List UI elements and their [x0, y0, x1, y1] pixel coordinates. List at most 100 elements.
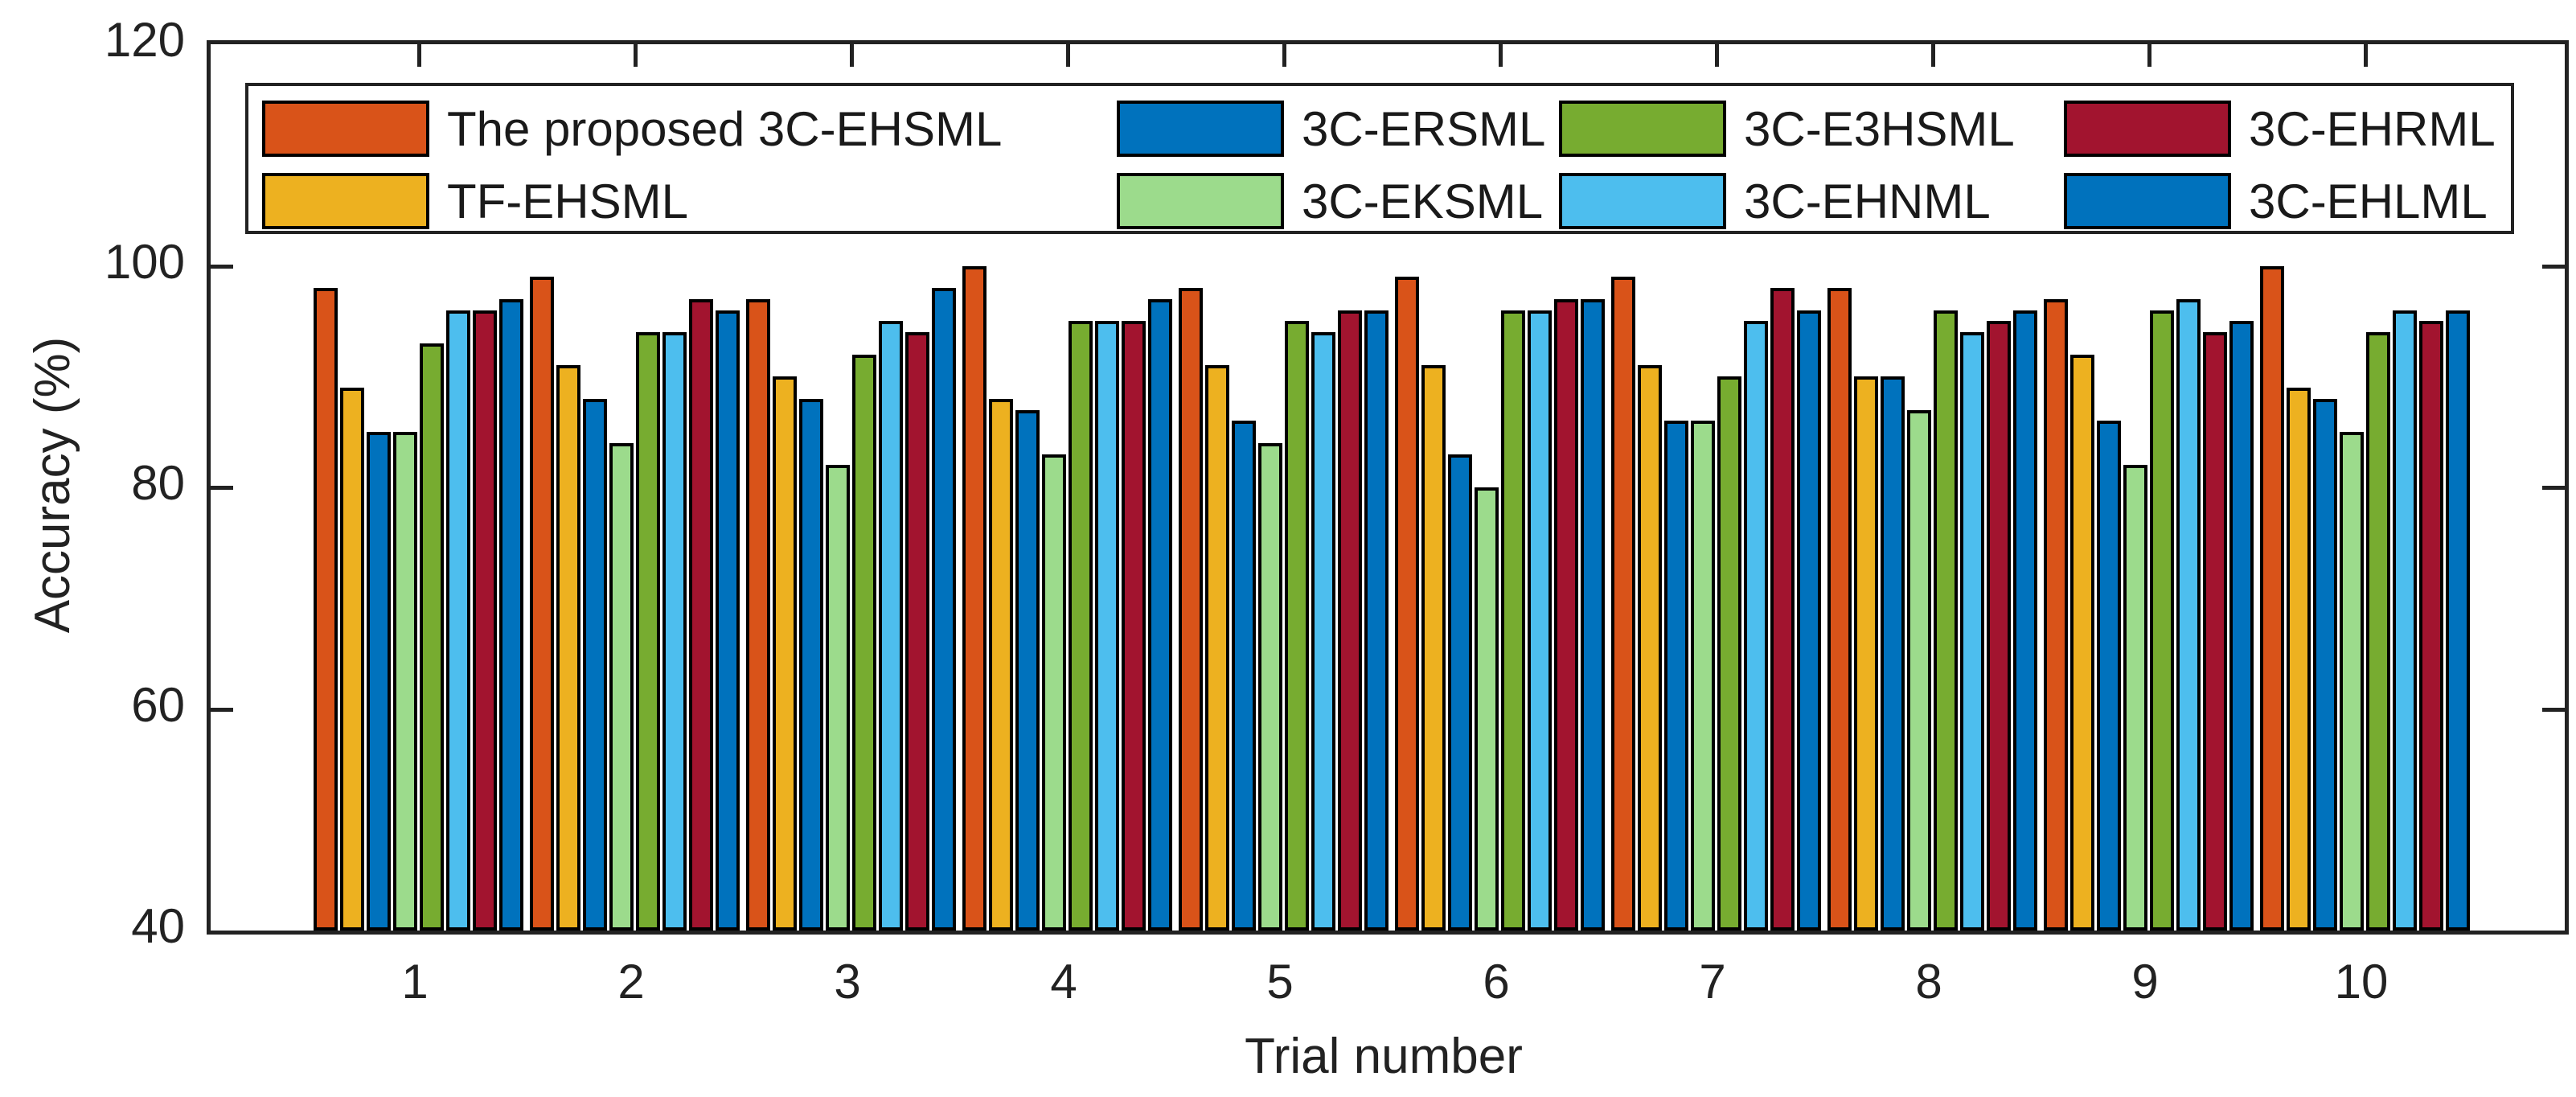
legend-item-the-proposed-3c-ehsml: The proposed 3C-EHSML [262, 92, 1002, 165]
legend-swatch [262, 101, 429, 157]
bar-3c-ehlml [1797, 310, 1821, 931]
bar-group-trial-2 [530, 277, 740, 931]
bar-tf-ehsml [773, 376, 797, 931]
bar-3c-ehnml [1095, 321, 1119, 931]
legend-item-3c-ersml: 3C-ERSML [1117, 92, 1545, 165]
bar-3c-ersml [1232, 421, 1256, 931]
legend-label: 3C-EKSML [1302, 174, 1544, 228]
legend-label: TF-EHSML [447, 174, 688, 228]
x-tick-label-2: 2 [617, 955, 645, 1009]
bar-3c-ehnml [1528, 310, 1552, 931]
bar-3c-ersml [1015, 409, 1040, 931]
legend-item-3c-eksml: 3C-EKSML [1117, 165, 1545, 237]
bar-tf-ehsml [2070, 354, 2094, 931]
x-axis-label: Trial number [1245, 1029, 1523, 1084]
y-tick-label-80: 80 [131, 456, 185, 510]
bar-3c-ehnml [879, 321, 903, 931]
bar-3c-ersml [1881, 376, 1905, 931]
bar-3c-ehlml [2013, 310, 2037, 931]
bar-3c-e3hsml [1069, 321, 1093, 931]
bar-3c-ehlml [1148, 298, 1172, 931]
bar-group-trial-4 [962, 265, 1172, 931]
bar-3c-eksml [1691, 421, 1715, 931]
bar-3c-eksml [1042, 454, 1066, 931]
bar-the-proposed-3c-ehsml [962, 265, 987, 931]
y-tick-mark [211, 486, 233, 490]
bar-3c-eksml [1907, 409, 1931, 931]
bar-3c-eksml [2123, 465, 2147, 931]
y-tick-mark [2542, 707, 2565, 712]
bar-the-proposed-3c-ehsml [2260, 265, 2284, 931]
bar-3c-ehnml [2393, 310, 2417, 931]
bar-3c-ehrml [689, 298, 713, 931]
legend-swatch [1559, 173, 1726, 229]
bar-3c-eksml [609, 442, 634, 931]
bar-3c-ehlml [499, 298, 523, 931]
legend-item-3c-ehrml: 3C-EHRML [2064, 92, 2496, 165]
bar-3c-ersml [799, 398, 823, 931]
bar-the-proposed-3c-ehsml [1827, 288, 1852, 931]
bar-the-proposed-3c-ehsml [1611, 277, 1635, 931]
bar-3c-ersml [1448, 454, 1472, 931]
bar-3c-ehnml [2176, 298, 2201, 931]
bar-3c-ehrml [473, 310, 497, 931]
bar-3c-ehrml [1554, 298, 1578, 931]
y-tick-mark [211, 707, 233, 712]
x-tick-label-9: 9 [2131, 955, 2159, 1009]
bar-group-trial-6 [1395, 277, 1605, 931]
y-tick-label-100: 100 [104, 234, 185, 289]
bar-tf-ehsml [989, 398, 1013, 931]
legend-swatch [2064, 173, 2231, 229]
bar-the-proposed-3c-ehsml [530, 277, 554, 931]
x-tick-label-1: 1 [401, 955, 429, 1009]
legend-swatch [1117, 173, 1284, 229]
y-tick-label-60: 60 [131, 677, 185, 732]
bar-the-proposed-3c-ehsml [746, 298, 770, 931]
bar-tf-ehsml [1205, 365, 1229, 931]
bar-3c-ehnml [1744, 321, 1768, 931]
legend-swatch [1117, 101, 1284, 157]
x-tick-mark [1499, 44, 1503, 67]
x-tick-label-10: 10 [2334, 955, 2389, 1009]
bar-tf-ehsml [556, 365, 580, 931]
bar-3c-ehrml [1338, 310, 1362, 931]
legend-item-3c-ehnml: 3C-EHNML [1559, 165, 2015, 237]
legend-label: 3C-EHNML [1744, 174, 1991, 228]
bar-3c-e3hsml [2150, 310, 2174, 931]
x-tick-mark [1931, 44, 1935, 67]
x-tick-mark [417, 44, 421, 67]
y-tick-mark [211, 264, 233, 269]
bar-group-trial-9 [2044, 298, 2254, 931]
legend-label: 3C-EHRML [2249, 101, 2496, 156]
legend-column: The proposed 3C-EHSML TF-EHSML [262, 86, 1002, 237]
legend-column: 3C-EHRML 3C-EHLML [2064, 86, 2496, 237]
bar-3c-ehrml [1987, 321, 2011, 931]
bar-3c-ehnml [1960, 332, 1984, 931]
bar-3c-ersml [2313, 398, 2337, 931]
bar-the-proposed-3c-ehsml [1395, 277, 1419, 931]
bar-group-trial-7 [1611, 277, 1821, 931]
bar-3c-e3hsml [2366, 332, 2390, 931]
x-tick-mark [1066, 44, 1070, 67]
bar-3c-e3hsml [1934, 310, 1958, 931]
bar-the-proposed-3c-ehsml [2044, 298, 2068, 931]
legend-item-3c-e3hsml: 3C-E3HSML [1559, 92, 2015, 165]
bar-tf-ehsml [1421, 365, 1446, 931]
legend-column: 3C-E3HSML 3C-EHNML [1559, 86, 2015, 237]
bar-3c-e3hsml [852, 354, 876, 931]
bar-3c-eksml [1475, 487, 1499, 931]
x-tick-label-5: 5 [1266, 955, 1294, 1009]
bar-3c-ehlml [932, 288, 956, 931]
bar-group-trial-10 [2260, 265, 2470, 931]
bar-3c-ehnml [446, 310, 470, 931]
bar-3c-e3hsml [636, 332, 660, 931]
bar-3c-ersml [583, 398, 607, 931]
legend-column: 3C-ERSML 3C-EKSML [1117, 86, 1545, 237]
bar-3c-ersml [2097, 421, 2121, 931]
bar-group-trial-3 [746, 288, 956, 931]
bar-3c-e3hsml [1501, 310, 1525, 931]
bar-3c-ehlml [2446, 310, 2470, 931]
bar-3c-ersml [1664, 421, 1688, 931]
x-tick-mark [2147, 44, 2151, 67]
